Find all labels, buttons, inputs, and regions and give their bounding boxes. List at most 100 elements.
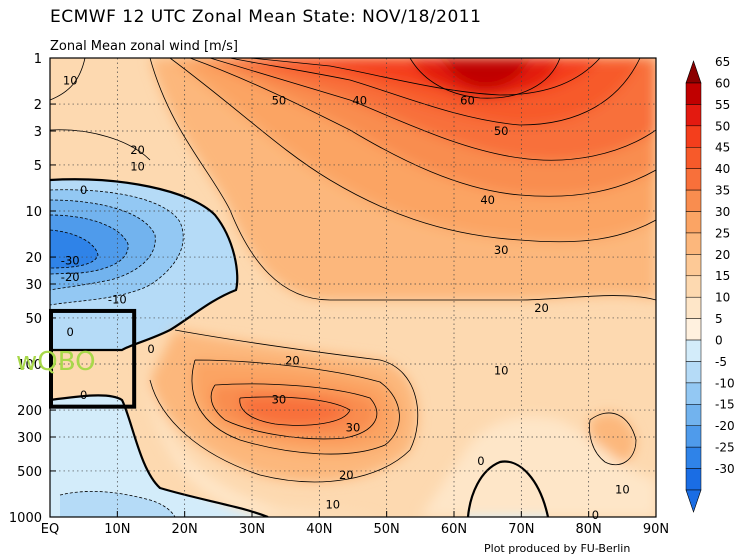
y-tick-label: 20: [25, 251, 42, 266]
colorbar-swatch: [685, 361, 702, 384]
contour-label: 10: [325, 498, 340, 512]
chart-subtitle: Zonal Mean zonal wind [m/s]: [50, 39, 238, 54]
contour-label: -30: [61, 253, 80, 267]
contour-label: 0: [80, 183, 87, 197]
contour-label: 50: [272, 94, 287, 108]
x-tick-label: EQ: [41, 522, 59, 537]
colorbar: 65605550454035302520151050-5-10-15-20-25…: [685, 55, 734, 513]
colorbar-label: 0: [715, 333, 723, 347]
contour-label: 30: [272, 392, 287, 406]
contour-label: -10: [108, 293, 127, 307]
colorbar-swatch: [685, 232, 702, 255]
x-tick-label: 70N: [508, 522, 534, 537]
contour-label: 20: [130, 143, 145, 157]
contour-label: 10: [130, 159, 145, 173]
colorbar-extend-top: [685, 60, 702, 84]
colorbar-label: 55: [715, 98, 730, 112]
y-tick-label: 2: [34, 98, 42, 113]
colorbar-extend-bottom: [685, 489, 702, 513]
x-tick-label: 60N: [441, 522, 467, 537]
contour-label: 10: [615, 482, 630, 496]
y-tick-label: 5: [34, 159, 42, 174]
x-tick-label: 20N: [172, 522, 198, 537]
colorbar-swatch: [685, 318, 702, 341]
colorbar-label: -30: [715, 462, 734, 476]
contour-label: 10: [63, 73, 78, 87]
colorbar-swatch: [685, 275, 702, 298]
contour-label: 40: [480, 193, 495, 207]
y-tick-label: 30: [25, 278, 42, 293]
y-axis: 1 2 3 5 10 20 30 50 100 200 300 500 1000: [9, 52, 56, 526]
contour-labels: 10 50 40 60 50 20 10 0 40 -30 -20 -10 30 20 0 0 20 10 0 30 3…: [61, 73, 630, 522]
qbo-annotation: wQBO: [16, 308, 137, 409]
colorbar-label: 35: [715, 184, 730, 198]
x-axis: EQ 10N 20N 30N 40N 50N 60N 70N 80N 90N: [41, 511, 669, 537]
credit-text: Plot produced by FU-Berlin: [484, 542, 630, 555]
contour-label: 20: [285, 354, 300, 368]
colorbar-swatch: [685, 211, 702, 234]
colorbar-swatch: [685, 404, 702, 426]
colorbar-label: -10: [715, 376, 734, 390]
colorbar-label: 40: [715, 162, 730, 176]
x-tick-label: 10N: [104, 522, 130, 537]
contour-label: 0: [67, 325, 74, 339]
easterly-region-lower: [50, 395, 268, 517]
colorbar-label: -5: [715, 355, 727, 369]
contour-label: 60: [460, 94, 475, 108]
y-tick-label: 300: [17, 431, 42, 446]
x-tick-label: 40N: [306, 522, 332, 537]
colorbar-swatch: [685, 468, 702, 491]
colorbar-swatch: [685, 446, 702, 469]
colorbar-label: 65: [715, 55, 730, 69]
colorbar-label: 20: [715, 248, 730, 262]
x-tick-label: 90N: [643, 522, 669, 537]
contour-label: 0: [147, 342, 154, 356]
colorbar-swatch: [685, 382, 702, 405]
contour-label: 30: [346, 420, 361, 434]
contour-label: 40: [352, 94, 367, 108]
contour-label: 30: [494, 243, 509, 257]
y-tick-label: 1000: [9, 511, 42, 526]
contour-label: 20: [339, 468, 354, 482]
y-tick-label: 500: [17, 465, 42, 480]
colorbar-label: 10: [715, 291, 730, 305]
x-tick-label: 30N: [239, 522, 265, 537]
colorbar-label: -20: [715, 419, 734, 433]
qbo-label: wQBO: [16, 347, 96, 377]
colorbar-swatch: [685, 296, 702, 319]
colorbar-swatch: [685, 425, 702, 448]
colorbar-swatch: [685, 168, 702, 191]
colorbar-swatch: [685, 125, 702, 148]
contour-label: 0: [477, 454, 484, 468]
wind-field: [50, 58, 656, 517]
colorbar-swatch: [685, 339, 702, 362]
x-tick-label: 80N: [576, 522, 602, 537]
contour-label: 20: [534, 301, 549, 315]
colorbar-swatch: [685, 82, 702, 105]
colorbar-label: 45: [715, 141, 730, 155]
contour-label: 0: [592, 508, 599, 522]
plot-frame: [49, 57, 657, 518]
colorbar-label: 15: [715, 269, 730, 283]
contour-label: 0: [80, 388, 87, 402]
colorbar-label: -15: [715, 398, 734, 412]
colorbar-swatch: [685, 147, 702, 169]
x-tick-label: 50N: [374, 522, 400, 537]
y-tick-label: 3: [34, 125, 42, 140]
contour-label: -20: [61, 270, 80, 284]
y-tick-label: 1: [34, 52, 42, 67]
colorbar-swatch: [685, 104, 702, 127]
contour-label: 50: [494, 124, 509, 138]
colorbar-label: 25: [715, 226, 730, 240]
y-tick-label: 50: [25, 312, 42, 327]
contour-label: 10: [494, 363, 509, 377]
y-tick-label: 200: [17, 404, 42, 419]
y-tick-label: 100: [17, 358, 42, 373]
colorbar-swatch: [685, 254, 702, 277]
qbo-box: [49, 308, 137, 409]
colorbar-label: -25: [715, 441, 734, 455]
colorbar-label: 60: [715, 76, 730, 90]
colorbar-label: 5: [715, 312, 723, 326]
grid-lines: [50, 58, 656, 517]
